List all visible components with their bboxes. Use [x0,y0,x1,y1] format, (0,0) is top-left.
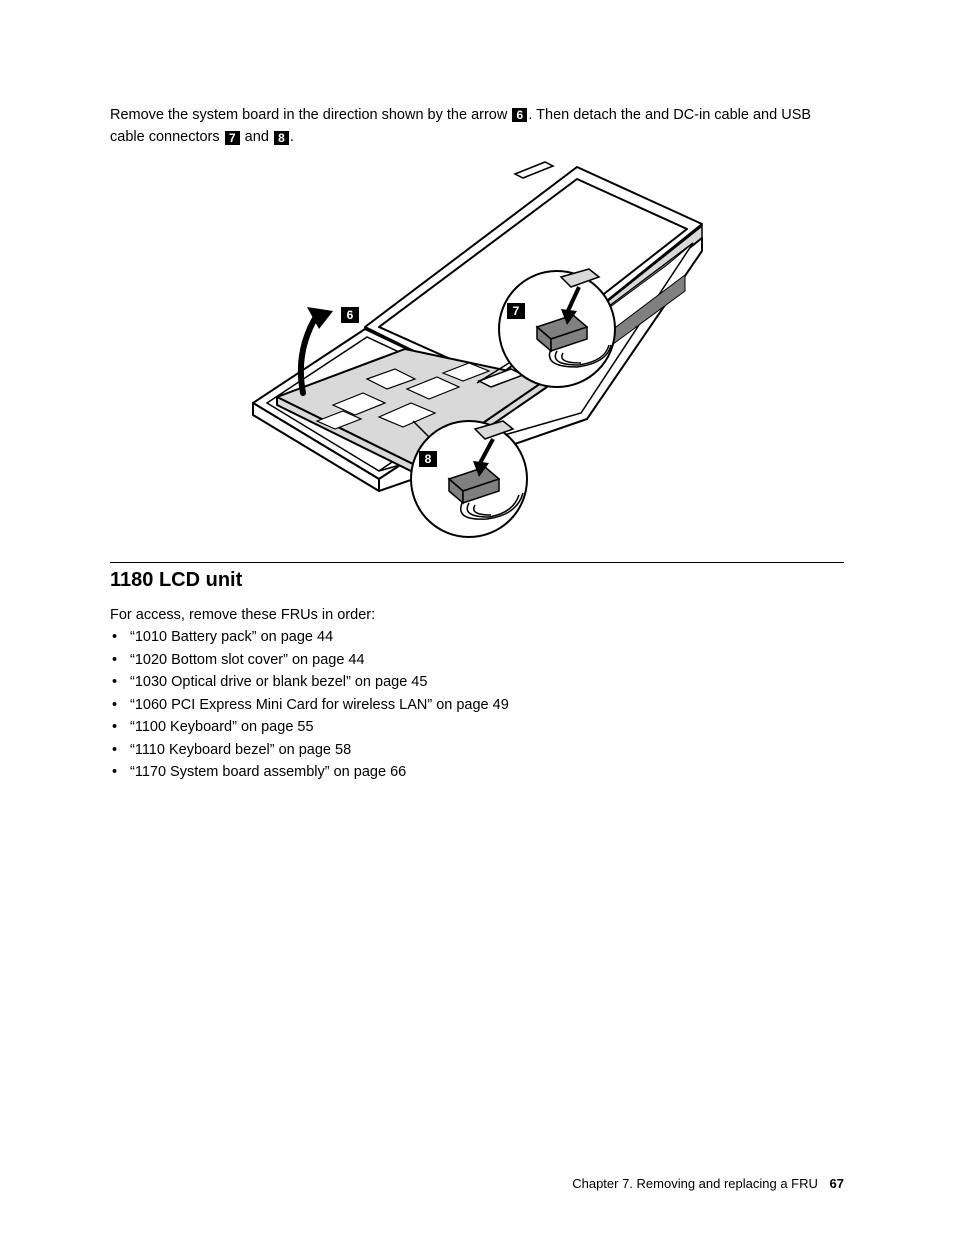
section-heading: 1180 LCD unit [110,569,844,592]
list-item: “1110 Keyboard bezel” on page 58 [110,739,844,761]
footer-chapter: Chapter 7. Removing and replacing a FRU [572,1176,818,1191]
page-footer: Chapter 7. Removing and replacing a FRU … [572,1176,844,1191]
callout-8-inline: 8 [274,131,289,145]
system-board-figure: 6 7 8 [247,159,707,544]
intro-text-3: and [241,129,273,145]
list-item: “1010 Battery pack” on page 44 [110,626,844,648]
list-item: “1100 Keyboard” on page 55 [110,716,844,738]
intro-paragraph: Remove the system board in the direction… [110,104,844,149]
fig-callout-8: 8 [425,452,432,466]
section-rule [110,562,844,563]
figure-container: 6 7 8 [110,159,844,544]
access-intro: For access, remove these FRUs in order: [110,604,844,626]
list-item: “1060 PCI Express Mini Card for wireless… [110,694,844,716]
fru-list: “1010 Battery pack” on page 44 “1020 Bot… [110,626,844,783]
footer-page-number: 67 [830,1176,844,1191]
fig-callout-7: 7 [513,304,520,318]
callout-7-inline: 7 [225,131,240,145]
callout-6-inline: 6 [512,108,527,122]
list-item: “1170 System board assembly” on page 66 [110,761,844,783]
fig-callout-6: 6 [347,308,354,322]
list-item: “1030 Optical drive or blank bezel” on p… [110,671,844,693]
intro-text-1: Remove the system board in the direction… [110,107,511,123]
list-item: “1020 Bottom slot cover” on page 44 [110,649,844,671]
intro-text-4: . [290,129,294,145]
